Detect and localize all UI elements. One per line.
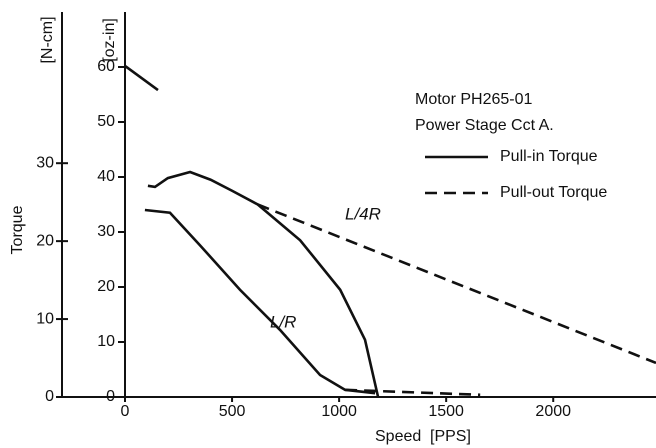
note: Motor PH265-01 [415,91,532,108]
y2-tick-label: 0 [45,388,54,405]
y2-tick-label: 30 [36,154,54,171]
annotation: L/4R [345,204,381,223]
legend-label: Pull-in Torque [500,148,598,165]
annotation: L/R [270,312,296,331]
y-tick-label: 40 [97,168,115,185]
y2-tick-label: 10 [36,310,54,327]
note: Power Stage Cct A. [415,117,554,134]
y-tick-label: 50 [97,113,115,130]
y-axis-label: Torque [9,205,26,254]
x-tick-label: 1000 [321,403,357,420]
y-tick-label: 20 [97,278,115,295]
x-tick-label: 500 [219,403,246,420]
x-axis-label: Speed [375,428,421,445]
curve [124,64,159,92]
y-tick-label: 0 [106,388,115,405]
y-tick-label: 30 [97,223,115,240]
y-tick-label: 10 [97,333,115,350]
curve [147,170,380,398]
x-axis-unit: [PPS] [430,428,471,445]
legend-label: Pull-out Torque [500,184,607,201]
y-axis-unit: [oz-in] [101,18,118,62]
curve [144,208,376,395]
curve [345,388,481,397]
x-tick-label: 1500 [428,403,464,420]
y2-axis-unit: [N-cm] [39,16,56,63]
y2-tick-label: 20 [36,232,54,249]
y-tick-label: 60 [97,58,115,75]
x-tick-label: 2000 [535,403,571,420]
x-tick-label: 0 [121,403,130,420]
curve [257,203,656,365]
